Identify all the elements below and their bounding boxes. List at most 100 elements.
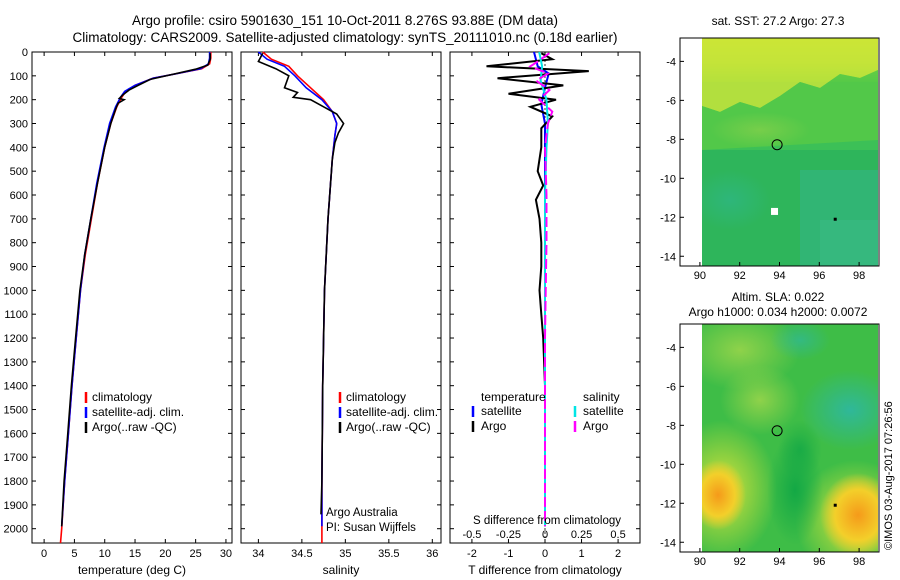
- dot-marker: [833, 503, 837, 507]
- sst-map-title: sat. SST: 27.2 Argo: 27.3: [712, 14, 845, 28]
- y-tick-label: 1700: [4, 452, 28, 464]
- y-tick-label: 500: [10, 166, 28, 178]
- y-tick-label: 600: [10, 190, 28, 202]
- map-y-tick-label: -10: [660, 459, 676, 471]
- x-tick-label: 5: [71, 548, 77, 560]
- argo-position-marker: [771, 139, 783, 151]
- diff-legend-title-salinity: salinity: [583, 390, 620, 404]
- diff-xlabel-top: S difference from climatology: [473, 515, 621, 527]
- y-tick-label: 1000: [4, 285, 28, 297]
- diff-legend-title-temperature: temperature: [481, 390, 546, 404]
- y-tick-label: 1400: [4, 381, 28, 393]
- y-tick-label: 1800: [4, 476, 28, 488]
- map-x-tick-label: 98: [853, 556, 865, 568]
- x-tick-label: 34: [252, 548, 264, 560]
- x-tick-label: 25: [190, 548, 202, 560]
- x-tick-label: -2: [467, 548, 477, 560]
- s-tick-label: 0.25: [571, 529, 592, 541]
- diff-legend-label: Argo: [481, 419, 507, 433]
- x-tick-label: 35: [339, 548, 351, 560]
- s-tick-label: 0: [542, 529, 548, 541]
- y-tick-label: 100: [10, 71, 28, 83]
- temperature-profile-series-satellite: [60, 52, 211, 527]
- y-tick-label: 1900: [4, 500, 28, 512]
- x-tick-label: 35.5: [378, 548, 399, 560]
- map-x-tick-label: 92: [734, 270, 746, 282]
- map-y-tick-label: -4: [666, 342, 676, 354]
- x-tick-label: 15: [129, 548, 141, 560]
- y-tick-label: 200: [10, 95, 28, 107]
- x-tick-label: 2: [615, 548, 621, 560]
- difference-profile-series-t-argo: [486, 52, 589, 527]
- salinity-profile-series-climatology: [262, 51, 338, 543]
- temperature-profile-frame: [31, 51, 233, 544]
- map-y-tick-label: -6: [666, 95, 676, 107]
- y-tick-label: 1600: [4, 428, 28, 440]
- diff-legend-label: satellite: [583, 404, 624, 418]
- map-x-tick-label: 92: [734, 556, 746, 568]
- sst-map-nodata: [680, 38, 702, 266]
- map-x-tick-label: 90: [694, 556, 706, 568]
- difference-profile-series-s-argo: [528, 52, 554, 527]
- map-x-tick-label: 94: [773, 270, 785, 282]
- map-y-tick-label: -6: [666, 381, 676, 393]
- map-y-tick-label: -8: [666, 420, 676, 432]
- map-y-tick-label: -12: [660, 212, 676, 224]
- y-tick-label: 300: [10, 119, 28, 131]
- sla-map-title: Altim. SLA: 0.022: [732, 290, 825, 304]
- dot-marker: [833, 217, 837, 221]
- x-tick-label: 0: [41, 548, 47, 560]
- map-x-tick-label: 90: [694, 270, 706, 282]
- figure-title-line-2: Climatology: CARS2009. Satellite-adjuste…: [72, 30, 618, 45]
- x-tick-label: 30: [220, 548, 232, 560]
- s-tick-label: -0.25: [496, 529, 521, 541]
- sst-map-image: [702, 38, 878, 266]
- y-tick-label: 1100: [4, 309, 28, 321]
- y-tick-label: 1200: [4, 333, 28, 345]
- map-y-tick-label: -12: [660, 498, 676, 510]
- annotation-argo-australia: Argo Australia: [326, 507, 398, 519]
- x-tick-label: 34.5: [291, 548, 312, 560]
- x-tick-label: 0: [542, 548, 548, 560]
- salinity-profile-series-argo: [257, 52, 345, 515]
- y-tick-label: 2000: [4, 524, 28, 536]
- figure-title-line-1: Argo profile: csiro 5901630_151 10-Oct-2…: [131, 13, 558, 28]
- y-tick-label: 1300: [4, 357, 28, 369]
- sla-map-nodata: [680, 324, 702, 552]
- map-y-tick-label: -4: [666, 56, 676, 68]
- map-y-tick-label: -14: [660, 537, 676, 549]
- map-x-tick-label: 98: [853, 270, 865, 282]
- white-square-marker: [771, 207, 779, 215]
- y-tick-label: 1500: [4, 405, 28, 417]
- difference-profile-xlabel: T difference from climatology: [468, 563, 622, 577]
- argo-position-marker: [771, 425, 783, 437]
- annotation-pi: PI: Susan Wijffels: [326, 522, 416, 534]
- temperature-profile-series-climatology: [59, 52, 212, 544]
- temperature-legend-label: climatology: [92, 390, 152, 404]
- diff-legend-label: Argo: [583, 419, 609, 433]
- temperature-profile-series-argo: [60, 53, 211, 527]
- salinity-legend-label: climatology: [346, 390, 406, 404]
- temperature-profile-xlabel: temperature (deg C): [78, 563, 186, 577]
- s-tick-label: -0.5: [462, 529, 481, 541]
- y-tick-label: 900: [10, 262, 28, 274]
- x-tick-label: -1: [504, 548, 514, 560]
- y-tick-label: 0: [22, 47, 28, 59]
- x-tick-label: 10: [99, 548, 111, 560]
- map-x-tick-label: 94: [773, 556, 785, 568]
- salinity-profile-xlabel: salinity: [323, 563, 360, 577]
- map-x-tick-label: 96: [813, 270, 825, 282]
- y-tick-label: 700: [10, 214, 28, 226]
- salinity-profile-frame: [240, 51, 442, 544]
- x-tick-label: 1: [578, 548, 584, 560]
- map-y-tick-label: -8: [666, 134, 676, 146]
- map-y-tick-label: -14: [660, 251, 676, 263]
- x-tick-label: 36: [426, 548, 438, 560]
- x-tick-label: 20: [159, 548, 171, 560]
- s-tick-label: 0.5: [610, 529, 625, 541]
- salinity-legend-label: satellite-adj. clim.: [346, 405, 438, 419]
- salinity-legend-label: Argo(..raw -QC): [346, 420, 431, 434]
- y-tick-label: 800: [10, 238, 28, 250]
- map-y-tick-label: -10: [660, 173, 676, 185]
